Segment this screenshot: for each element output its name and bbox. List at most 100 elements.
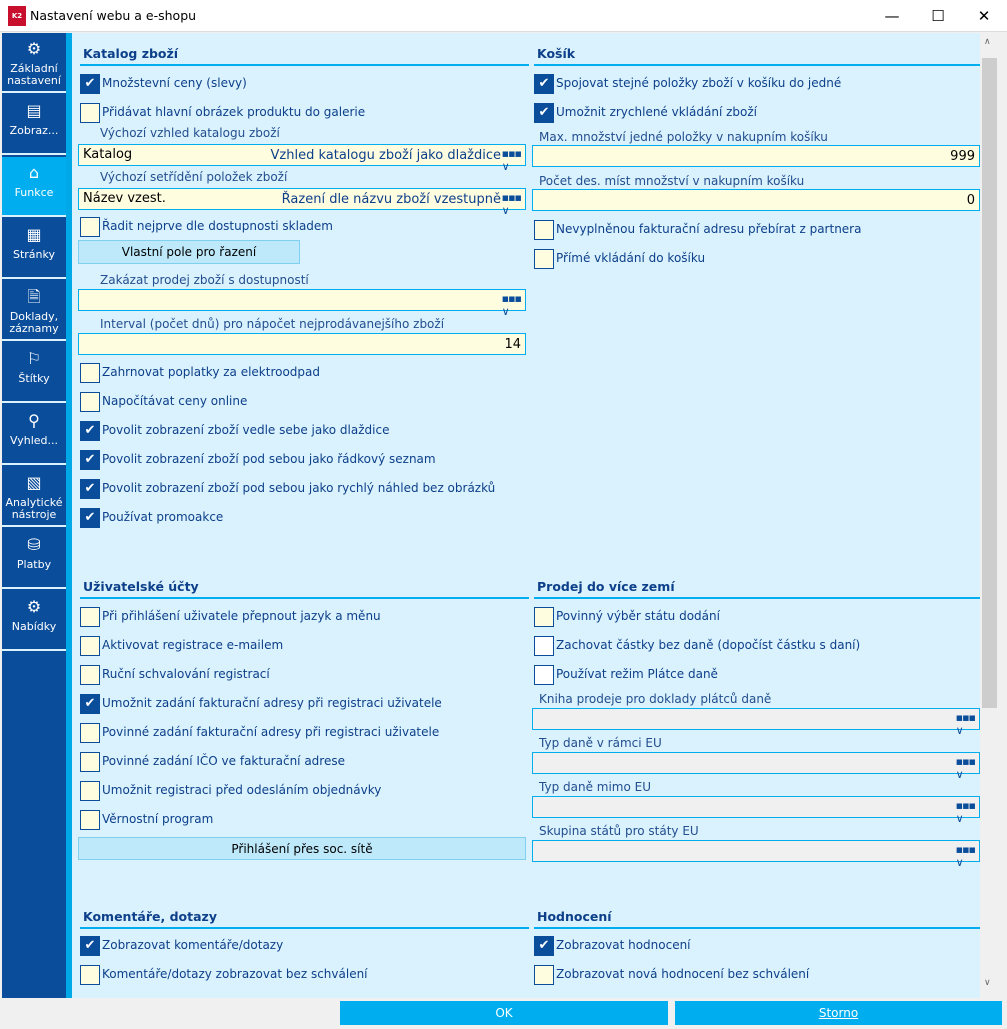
checkbox[interactable] xyxy=(80,781,100,801)
minimize-button[interactable]: — xyxy=(884,7,900,25)
checkbox-label[interactable]: Přímé vkládání do košíku xyxy=(556,251,706,265)
checkbox-label[interactable]: Umožnit registraci před odesláním objedn… xyxy=(102,783,382,797)
checkbox[interactable]: ✔ xyxy=(534,103,554,123)
checkbox[interactable]: ✔ xyxy=(80,421,100,441)
page-icon: ▦ xyxy=(26,225,42,244)
checkbox-label[interactable]: Povolit zobrazení zboží pod sebou jako r… xyxy=(102,481,496,495)
checkbox-label[interactable]: Ruční schvalování registrací xyxy=(102,667,270,681)
checkbox-label[interactable]: Nevyplněnou fakturační adresu přebírat z… xyxy=(556,222,862,236)
checkbox[interactable] xyxy=(80,810,100,830)
tax-select-1[interactable]: ▪▪▪ ∨ xyxy=(532,752,980,781)
max-quantity-input[interactable]: 999 xyxy=(532,145,980,167)
checkbox[interactable] xyxy=(80,752,100,772)
scroll-down-icon[interactable]: ∨ xyxy=(984,978,991,988)
dropdown-icon[interactable]: ▪▪▪ ∨ xyxy=(955,799,976,825)
checkbox-label[interactable]: Používat promoakce xyxy=(102,510,224,524)
checkbox-label[interactable]: Zobrazovat hodnocení xyxy=(556,938,691,952)
checkbox[interactable] xyxy=(534,220,554,240)
checkbox-label[interactable]: Zobrazovat komentáře/dotazy xyxy=(102,938,284,952)
checkbox-label[interactable]: Povolit zobrazení zboží vedle sebe jako … xyxy=(102,423,390,437)
dropdown-icon[interactable]: ▪▪▪ ∨ xyxy=(501,191,522,217)
checkbox-label[interactable]: Povinné zadání fakturační adresy při reg… xyxy=(102,725,440,739)
sidebar-item-5[interactable]: ⚐ Štítky xyxy=(2,343,66,403)
dropdown-icon[interactable]: ▪▪▪ ∨ xyxy=(955,711,976,737)
checkbox[interactable] xyxy=(80,103,100,123)
checkbox[interactable] xyxy=(80,665,100,685)
sidebar-item-6[interactable]: ⚲ Vyhled... xyxy=(2,405,66,465)
catalog-view-select[interactable]: Katalog Vzhled katalogu zboží jako dlaždi… xyxy=(78,144,526,173)
dropdown-icon[interactable]: ▪▪▪ ∨ xyxy=(501,292,522,318)
checkbox[interactable]: ✔ xyxy=(80,450,100,470)
disable-sale-availability-select[interactable]: ▪▪▪ ∨ xyxy=(78,289,526,318)
checkbox[interactable]: ✔ xyxy=(534,74,554,94)
maximize-button[interactable]: ☐ xyxy=(931,7,945,25)
checkbox-label[interactable]: Zachovat částky bez daně (dopočíst částk… xyxy=(556,638,861,652)
checkbox[interactable] xyxy=(80,607,100,627)
section-title: Prodej do více zemí xyxy=(537,579,675,594)
checkbox-label[interactable]: Povinný výběr státu dodání xyxy=(556,609,720,623)
dropdown-icon[interactable]: ▪▪▪ ∨ xyxy=(501,147,522,173)
custom-sort-fields-button[interactable]: Vlastní pole pro řazení xyxy=(78,240,300,264)
dropdown-icon[interactable]: ▪▪▪ ∨ xyxy=(955,755,976,781)
checkbox[interactable] xyxy=(80,217,100,237)
checkbox-label[interactable]: Přidávat hlavní obrázek produktu do gale… xyxy=(102,105,366,119)
sidebar-item-7[interactable]: ▧ Analytické nástroje xyxy=(2,467,66,527)
title-bar: K2 Nastavení webu a e-shopu — ☐ ✕ xyxy=(0,0,1007,32)
checkbox-label[interactable]: Při přihlášení uživatele přepnout jazyk … xyxy=(102,609,381,623)
checkbox[interactable] xyxy=(534,249,554,269)
checkbox-label[interactable]: Umožnit zrychlené vkládání zboží xyxy=(556,105,757,119)
bestseller-interval-input[interactable]: 14 xyxy=(78,333,526,355)
checkbox[interactable] xyxy=(534,965,554,985)
checkbox-label[interactable]: Spojovat stejné položky zboží v košíku d… xyxy=(556,76,842,90)
ok-button[interactable]: OK xyxy=(340,1001,668,1025)
checkbox-label[interactable]: Aktivovat registrace e-mailem xyxy=(102,638,284,652)
checkbox[interactable] xyxy=(80,965,100,985)
tax-select-2[interactable]: ▪▪▪ ∨ xyxy=(532,796,980,825)
scroll-up-icon[interactable]: ∧ xyxy=(984,37,991,47)
checkbox-label[interactable]: Množstevní ceny (slevy) xyxy=(102,76,247,90)
checkbox-label[interactable]: Zobrazovat nová hodnocení bez schválení xyxy=(556,967,810,981)
checkbox-label[interactable]: Zahrnovat poplatky za elektroodpad xyxy=(102,365,321,379)
sidebar-item-4[interactable]: 🗎 Doklady, záznamy xyxy=(2,281,66,341)
checkbox[interactable]: ✔ xyxy=(80,508,100,528)
checkbox-label[interactable]: Řadit nejprve dle dostupnosti skladem xyxy=(102,219,333,233)
checkbox[interactable] xyxy=(80,392,100,412)
checkbox-label[interactable]: Povinné zadání IČO ve fakturační adrese xyxy=(102,754,345,768)
scrollbar-thumb[interactable] xyxy=(982,58,997,708)
sidebar-item-0[interactable]: ⚙ Základní nastavení xyxy=(2,33,66,93)
checkbox[interactable]: ✔ xyxy=(80,694,100,714)
checkbox[interactable] xyxy=(80,723,100,743)
checkbox-label[interactable]: Komentáře/dotazy zobrazovat bez schválen… xyxy=(102,967,368,981)
checkbox[interactable] xyxy=(534,607,554,627)
checkbox-label[interactable]: Napočítávat ceny online xyxy=(102,394,248,408)
checkbox[interactable] xyxy=(80,363,100,383)
checkbox[interactable] xyxy=(534,665,554,685)
checkbox[interactable] xyxy=(80,636,100,656)
checkbox-label[interactable]: Povolit zobrazení zboží pod sebou jako ř… xyxy=(102,452,436,466)
window-title: Nastavení webu a e-shopu xyxy=(30,8,197,23)
checkbox[interactable]: ✔ xyxy=(534,936,554,956)
cancel-button[interactable]: Storno xyxy=(675,1001,1002,1025)
checkbox-label[interactable]: Používat režim Plátce daně xyxy=(556,667,718,681)
checkbox-label[interactable]: Věrnostní program xyxy=(102,812,214,826)
field-label: Max. množství jedné položky v nakupním k… xyxy=(539,130,828,144)
checkbox-label[interactable]: Umožnit zadání fakturační adresy při reg… xyxy=(102,696,442,710)
tax-select-0[interactable]: ▪▪▪ ∨ xyxy=(532,708,980,737)
sidebar-item-9[interactable]: ⚙ Nabídky xyxy=(2,591,66,651)
sidebar-item-2[interactable]: ⌂ Funkce xyxy=(2,157,66,217)
checkbox[interactable]: ✔ xyxy=(80,936,100,956)
sidebar-item-8[interactable]: ⛁ Platby xyxy=(2,529,66,589)
sidebar-item-1[interactable]: ▤ Zobraz... xyxy=(2,95,66,155)
gear-icon: ⚙ xyxy=(26,39,42,58)
sidebar-item-3[interactable]: ▦ Stránky xyxy=(2,219,66,279)
checkbox[interactable]: ✔ xyxy=(80,479,100,499)
checkbox[interactable]: ✔ xyxy=(80,74,100,94)
sort-order-select[interactable]: Název vzest. Řazení dle názvu zboží vzest… xyxy=(78,188,526,217)
tax-select-3[interactable]: ▪▪▪ ∨ xyxy=(532,840,980,869)
scrollbar[interactable]: ∧ ∨ xyxy=(980,33,1005,998)
dropdown-icon[interactable]: ▪▪▪ ∨ xyxy=(955,843,976,869)
decimal-places-input[interactable]: 0 xyxy=(532,189,980,211)
social-login-button[interactable]: Přihlášení přes soc. sítě xyxy=(78,837,526,860)
checkbox[interactable] xyxy=(534,636,554,656)
close-button[interactable]: ✕ xyxy=(977,7,991,25)
